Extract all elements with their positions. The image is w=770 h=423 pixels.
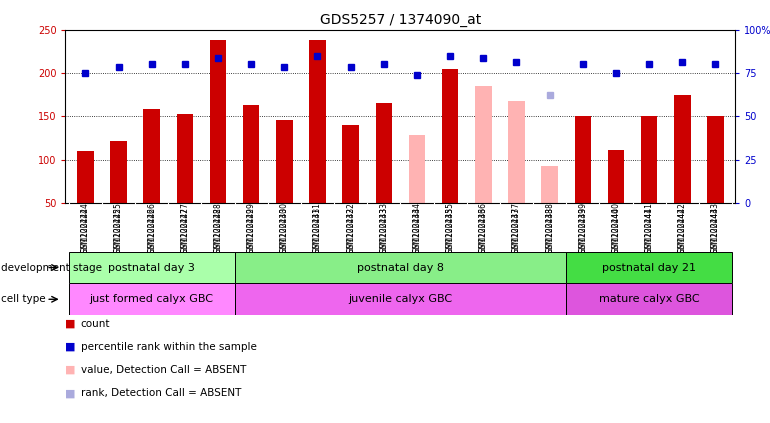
Text: GSM1202434: GSM1202434 bbox=[413, 202, 421, 253]
Text: postnatal day 8: postnatal day 8 bbox=[357, 263, 444, 272]
Text: GSM1202428: GSM1202428 bbox=[213, 202, 223, 253]
Text: GSM1202424: GSM1202424 bbox=[81, 207, 90, 258]
Bar bbox=[235, 283, 566, 315]
Bar bbox=[343, 125, 359, 203]
Text: GSM1202425: GSM1202425 bbox=[114, 202, 123, 253]
Bar bbox=[641, 116, 658, 203]
Text: GSM1202432: GSM1202432 bbox=[346, 202, 355, 253]
Text: GSM1202435: GSM1202435 bbox=[446, 202, 454, 253]
Text: GSM1202437: GSM1202437 bbox=[512, 207, 521, 258]
Text: ■: ■ bbox=[65, 365, 76, 375]
Text: rank, Detection Call = ABSENT: rank, Detection Call = ABSENT bbox=[81, 388, 241, 398]
Text: GSM1202431: GSM1202431 bbox=[313, 207, 322, 258]
Bar bbox=[409, 135, 425, 203]
Bar bbox=[608, 150, 624, 203]
Bar bbox=[276, 120, 293, 203]
Text: GSM1202433: GSM1202433 bbox=[380, 207, 388, 258]
Bar bbox=[143, 110, 160, 203]
Bar bbox=[235, 252, 566, 283]
Text: GSM1202435: GSM1202435 bbox=[446, 207, 454, 258]
Text: GSM1202431: GSM1202431 bbox=[313, 202, 322, 253]
Text: GSM1202429: GSM1202429 bbox=[246, 202, 256, 253]
Bar bbox=[574, 116, 591, 203]
Text: GSM1202436: GSM1202436 bbox=[479, 207, 488, 258]
Bar bbox=[541, 166, 558, 203]
Text: GSM1202438: GSM1202438 bbox=[545, 207, 554, 258]
Text: GSM1202441: GSM1202441 bbox=[644, 202, 654, 253]
Text: GSM1202441: GSM1202441 bbox=[644, 207, 654, 258]
Text: juvenile calyx GBC: juvenile calyx GBC bbox=[348, 294, 453, 304]
Text: GSM1202442: GSM1202442 bbox=[678, 202, 687, 253]
Bar bbox=[376, 103, 392, 203]
Text: GSM1202424: GSM1202424 bbox=[81, 202, 90, 253]
Bar bbox=[77, 151, 94, 203]
Text: ■: ■ bbox=[65, 388, 76, 398]
Text: GSM1202430: GSM1202430 bbox=[280, 207, 289, 258]
Bar bbox=[674, 95, 691, 203]
Text: GSM1202430: GSM1202430 bbox=[280, 202, 289, 253]
Text: value, Detection Call = ABSENT: value, Detection Call = ABSENT bbox=[81, 365, 246, 375]
Text: GSM1202427: GSM1202427 bbox=[180, 207, 189, 258]
Bar bbox=[310, 40, 326, 203]
Text: GSM1202429: GSM1202429 bbox=[246, 207, 256, 258]
Text: GSM1202440: GSM1202440 bbox=[611, 202, 621, 253]
Bar bbox=[243, 105, 259, 203]
Bar bbox=[176, 114, 193, 203]
Text: percentile rank within the sample: percentile rank within the sample bbox=[81, 342, 256, 352]
Text: ■: ■ bbox=[65, 319, 76, 329]
Bar bbox=[566, 283, 732, 315]
Text: GSM1202433: GSM1202433 bbox=[380, 202, 388, 253]
Text: GSM1202443: GSM1202443 bbox=[711, 207, 720, 258]
Text: GSM1202426: GSM1202426 bbox=[147, 207, 156, 258]
Text: ■: ■ bbox=[65, 342, 76, 352]
Bar bbox=[707, 116, 724, 203]
Text: GSM1202443: GSM1202443 bbox=[711, 202, 720, 253]
Bar bbox=[475, 86, 491, 203]
Text: GSM1202436: GSM1202436 bbox=[479, 202, 488, 253]
Text: GSM1202439: GSM1202439 bbox=[578, 207, 588, 258]
Text: GSM1202427: GSM1202427 bbox=[180, 202, 189, 253]
Bar bbox=[508, 101, 525, 203]
Text: count: count bbox=[81, 319, 110, 329]
Text: postnatal day 3: postnatal day 3 bbox=[109, 263, 195, 272]
Title: GDS5257 / 1374090_at: GDS5257 / 1374090_at bbox=[320, 13, 481, 27]
Bar bbox=[442, 69, 458, 203]
Text: just formed calyx GBC: just formed calyx GBC bbox=[89, 294, 213, 304]
Bar bbox=[566, 252, 732, 283]
Text: GSM1202440: GSM1202440 bbox=[611, 207, 621, 258]
Bar bbox=[209, 40, 226, 203]
Bar bbox=[110, 140, 127, 203]
Text: GSM1202442: GSM1202442 bbox=[678, 207, 687, 258]
Text: GSM1202428: GSM1202428 bbox=[213, 207, 223, 258]
Text: GSM1202432: GSM1202432 bbox=[346, 207, 355, 258]
Bar bbox=[69, 252, 235, 283]
Text: cell type: cell type bbox=[1, 294, 45, 304]
Text: GSM1202434: GSM1202434 bbox=[413, 207, 421, 258]
Bar bbox=[69, 283, 235, 315]
Text: mature calyx GBC: mature calyx GBC bbox=[599, 294, 699, 304]
Text: GSM1202426: GSM1202426 bbox=[147, 202, 156, 253]
Text: development stage: development stage bbox=[1, 263, 102, 272]
Text: postnatal day 21: postnatal day 21 bbox=[602, 263, 696, 272]
Text: GSM1202438: GSM1202438 bbox=[545, 202, 554, 253]
Text: GSM1202439: GSM1202439 bbox=[578, 202, 588, 253]
Text: GSM1202437: GSM1202437 bbox=[512, 202, 521, 253]
Text: GSM1202425: GSM1202425 bbox=[114, 207, 123, 258]
